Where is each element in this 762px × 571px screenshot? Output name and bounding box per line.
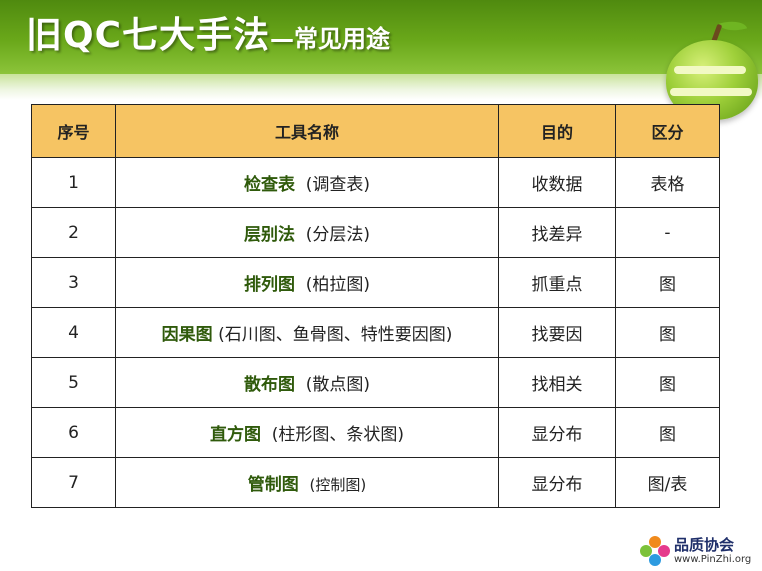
cell-purpose: 找要因 bbox=[498, 307, 616, 358]
header-no: 序号 bbox=[31, 104, 116, 158]
table-row: 1 检查表 (调查表) 收数据 表格 bbox=[31, 157, 720, 208]
cell-purpose: 找相关 bbox=[498, 357, 616, 408]
tool-alias: (调查表) bbox=[305, 175, 371, 195]
tool-name: 排列图 bbox=[243, 275, 295, 295]
table-row: 6 直方图 (柱形图、条状图) 显分布 图 bbox=[31, 407, 720, 458]
cell-tool: 层别法 (分层法) bbox=[115, 207, 499, 258]
tool-alias: (分层法) bbox=[305, 225, 371, 245]
logo-url: www.PinZhi.org bbox=[674, 554, 752, 565]
pinzhi-logo: 品质协会 www.PinZhi.org bbox=[640, 530, 762, 571]
tool-name: 散布图 bbox=[243, 375, 295, 395]
cell-no: 5 bbox=[31, 357, 116, 408]
cell-purpose: 显分布 bbox=[498, 457, 616, 508]
table-row: 5 散布图 (散点图) 找相关 图 bbox=[31, 357, 720, 408]
table-row: 7 管制图 (控制图) 显分布 图/表 bbox=[31, 457, 720, 508]
tool-alias: (柱形图、条状图) bbox=[271, 425, 405, 445]
cell-tool: 散布图 (散点图) bbox=[115, 357, 499, 408]
title-main: 旧QC七大手法 bbox=[26, 15, 271, 56]
cell-tool: 排列图 (柏拉图) bbox=[115, 257, 499, 308]
header-fade bbox=[0, 74, 762, 100]
cell-category: 图 bbox=[615, 307, 720, 358]
table-row: 2 层别法 (分层法) 找差异 - bbox=[31, 207, 720, 258]
cell-category: 表格 bbox=[615, 157, 720, 208]
table-header-row: 序号 工具名称 目的 区分 bbox=[31, 104, 720, 158]
tool-name: 层别法 bbox=[243, 225, 295, 245]
cell-tool: 检查表 (调查表) bbox=[115, 157, 499, 208]
cell-no: 7 bbox=[31, 457, 116, 508]
cell-no: 6 bbox=[31, 407, 116, 458]
cell-category: 图 bbox=[615, 257, 720, 308]
cell-category: - bbox=[615, 207, 720, 258]
cell-purpose: 显分布 bbox=[498, 407, 616, 458]
cell-purpose: 收数据 bbox=[498, 157, 616, 208]
table-row: 3 排列图 (柏拉图) 抓重点 图 bbox=[31, 257, 720, 308]
cell-no: 3 bbox=[31, 257, 116, 308]
qc-tools-table: 序号 工具名称 目的 区分 1 检查表 (调查表) 收数据 表格 2 层别法 (… bbox=[31, 104, 720, 508]
title-sub: —常见用途 bbox=[270, 25, 391, 53]
cell-tool: 直方图 (柱形图、条状图) bbox=[115, 407, 499, 458]
slide-title: 旧QC七大手法—常见用途 bbox=[26, 18, 390, 54]
header-category: 区分 bbox=[615, 104, 720, 158]
cell-category: 图 bbox=[615, 357, 720, 408]
logo-name: 品质协会 bbox=[674, 536, 735, 554]
tool-name: 检查表 bbox=[243, 175, 295, 195]
table-row: 4 因果图 (石川图、鱼骨图、特性要因图) 找要因 图 bbox=[31, 307, 720, 358]
cell-no: 1 bbox=[31, 157, 116, 208]
cell-tool: 因果图 (石川图、鱼骨图、特性要因图) bbox=[115, 307, 499, 358]
header-tool-name: 工具名称 bbox=[115, 104, 499, 158]
flower-logo-icon bbox=[640, 536, 670, 566]
header-banner bbox=[0, 0, 762, 74]
tool-name: 管制图 bbox=[247, 475, 299, 495]
header-purpose: 目的 bbox=[498, 104, 616, 158]
cell-purpose: 找差异 bbox=[498, 207, 616, 258]
cell-category: 图/表 bbox=[615, 457, 720, 508]
cell-no: 4 bbox=[31, 307, 116, 358]
tool-name: 直方图 bbox=[209, 425, 261, 445]
cell-purpose: 抓重点 bbox=[498, 257, 616, 308]
tool-alias: (散点图) bbox=[305, 375, 371, 395]
tool-alias: (控制图) bbox=[309, 476, 367, 494]
tool-alias: (柏拉图) bbox=[305, 275, 371, 295]
tool-alias: (石川图、鱼骨图、特性要因图) bbox=[218, 325, 453, 345]
tool-name: 因果图 bbox=[161, 325, 213, 345]
cell-category: 图 bbox=[615, 407, 720, 458]
cell-tool: 管制图 (控制图) bbox=[115, 457, 499, 508]
cell-no: 2 bbox=[31, 207, 116, 258]
